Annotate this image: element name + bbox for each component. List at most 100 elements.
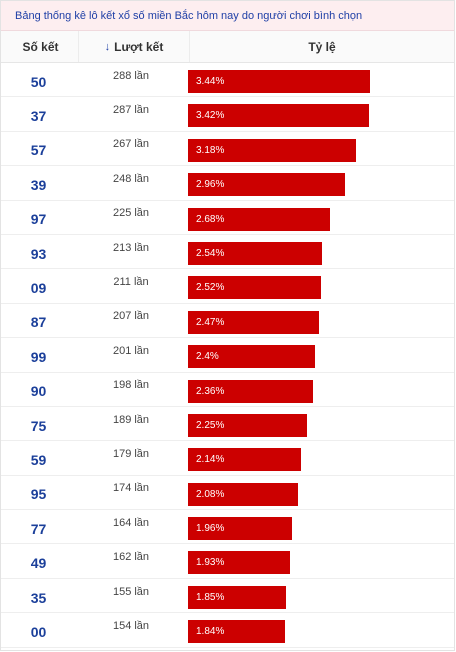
ratio-cell: 2.4% [186, 338, 454, 371]
table-row: 00 154 lần 1.84% [1, 613, 454, 648]
ratio-bar: 1.93% [188, 551, 290, 575]
ratio-bar: 2.4% [188, 345, 315, 369]
ratio-bar: 1.84% [188, 620, 285, 644]
vote-count: 225 lần [112, 207, 150, 220]
table-row: 39 248 lần 2.96% [1, 166, 454, 201]
table-row: 77 164 lần 1.96% [1, 510, 454, 545]
ratio-label: 2.68% [196, 213, 225, 225]
header-count[interactable]: ↓ Lượt kết [78, 31, 189, 62]
lottery-number[interactable]: 59 [30, 451, 47, 468]
lottery-number[interactable]: 00 [30, 623, 47, 640]
table-row: 93 213 lần 2.54% [1, 235, 454, 270]
ratio-label: 1.93% [196, 557, 225, 569]
header-count-label: Lượt kết [114, 39, 164, 54]
vote-count: 213 lần [112, 241, 150, 254]
table-row: 49 162 lần 1.93% [1, 544, 454, 579]
ratio-bar: 2.08% [188, 482, 298, 506]
table-row: 57 267 lần 3.18% [1, 132, 454, 167]
ratio-cell: 2.36% [186, 373, 454, 406]
ratio-cell: 1.85% [186, 579, 454, 612]
lottery-number[interactable]: 99 [30, 348, 47, 365]
header-number[interactable]: Số kết [22, 39, 59, 54]
ratio-label: 2.08% [196, 488, 225, 500]
vote-count: 189 lần [112, 413, 150, 426]
ratio-bar: 2.25% [188, 413, 307, 437]
vote-count: 162 lần [112, 551, 150, 564]
lottery-number[interactable]: 77 [30, 520, 47, 537]
vote-count: 288 lần [112, 69, 150, 82]
ratio-label: 2.4% [196, 351, 219, 363]
ratio-label: 3.44% [196, 76, 225, 87]
header-ratio[interactable]: Tỷ lệ [189, 31, 454, 62]
ratio-bar: 3.42% [188, 104, 369, 128]
ratio-bar: 1.85% [188, 585, 286, 609]
table-row: 99 201 lần 2.4% [1, 338, 454, 373]
ratio-bar: 2.36% [188, 379, 313, 403]
ratio-bar: 2.68% [188, 207, 330, 231]
ratio-bar: 2.14% [188, 448, 301, 472]
ratio-label: 2.52% [196, 282, 225, 294]
sort-down-arrow-icon: ↓ [104, 40, 111, 53]
table-row: 35 155 lần 1.85% [1, 579, 454, 614]
lottery-number[interactable]: 75 [30, 417, 47, 434]
ratio-label: 2.36% [196, 385, 225, 397]
lottery-number[interactable]: 37 [30, 108, 47, 125]
ratio-bar: 2.52% [188, 276, 321, 300]
ratio-bar: 2.96% [188, 173, 345, 197]
table-body: 50 288 lần 3.44% 37 287 lần 3.42% 57 267 lần 3.1… [1, 63, 454, 648]
lottery-number[interactable]: 35 [30, 589, 47, 606]
ratio-label: 3.18% [196, 144, 225, 156]
lottery-number[interactable]: 87 [30, 314, 47, 331]
lottery-number[interactable]: 57 [30, 142, 47, 159]
ratio-bar: 1.96% [188, 517, 292, 541]
ratio-cell: 2.52% [186, 269, 454, 302]
table-row: 75 189 lần 2.25% [1, 407, 454, 442]
vote-count: 179 lần [112, 447, 150, 460]
vote-count: 211 lần [113, 276, 149, 289]
ratio-cell: 1.96% [186, 510, 454, 543]
ratio-label: 2.54% [196, 247, 225, 259]
table-header: Số kết ↓ Lượt kết Tỷ lệ [1, 31, 454, 63]
vote-count: 198 lần [112, 379, 150, 392]
vote-count: 155 lần [112, 585, 150, 598]
ratio-cell: 3.44% [186, 63, 454, 96]
ratio-cell: 2.54% [186, 235, 454, 268]
vote-count: 287 lần [112, 104, 150, 117]
ratio-label: 2.96% [196, 179, 225, 191]
vote-count: 267 lần [112, 138, 150, 151]
vote-count: 164 lần [112, 516, 150, 529]
lottery-number[interactable]: 93 [30, 245, 47, 262]
ratio-bar: 3.44% [188, 70, 370, 93]
ratio-bar: 2.47% [188, 310, 319, 334]
ratio-bar: 2.54% [188, 241, 322, 265]
vote-count: 248 lần [112, 172, 150, 185]
lottery-number[interactable]: 49 [30, 555, 47, 572]
ratio-cell: 2.25% [186, 407, 454, 440]
ratio-cell: 2.08% [186, 476, 454, 509]
ratio-label: 1.84% [196, 626, 225, 638]
ratio-cell: 2.96% [186, 166, 454, 199]
table-row: 95 174 lần 2.08% [1, 476, 454, 511]
lottery-number[interactable]: 09 [30, 280, 47, 297]
table-row: 59 179 lần 2.14% [1, 441, 454, 476]
vote-count: 207 lần [112, 310, 150, 323]
ratio-cell: 2.14% [186, 441, 454, 474]
ratio-label: 2.25% [196, 419, 225, 431]
table-row: 50 288 lần 3.44% [1, 63, 454, 98]
lottery-number[interactable]: 97 [30, 211, 47, 228]
ratio-label: 1.96% [196, 523, 225, 535]
ratio-label: 3.42% [196, 110, 225, 122]
lottery-number[interactable]: 95 [30, 486, 47, 503]
lottery-number[interactable]: 39 [30, 176, 47, 193]
table-row: 37 287 lần 3.42% [1, 97, 454, 132]
ratio-label: 2.47% [196, 316, 225, 328]
lottery-number[interactable]: 90 [30, 383, 47, 400]
ratio-cell: 2.47% [186, 304, 454, 337]
ratio-label: 2.14% [196, 454, 225, 466]
ratio-bar: 3.18% [188, 138, 356, 162]
ratio-cell: 3.42% [186, 97, 454, 130]
lottery-number[interactable]: 50 [30, 73, 47, 90]
table-row: 87 207 lần 2.47% [1, 304, 454, 339]
vote-count: 201 lần [112, 344, 150, 357]
